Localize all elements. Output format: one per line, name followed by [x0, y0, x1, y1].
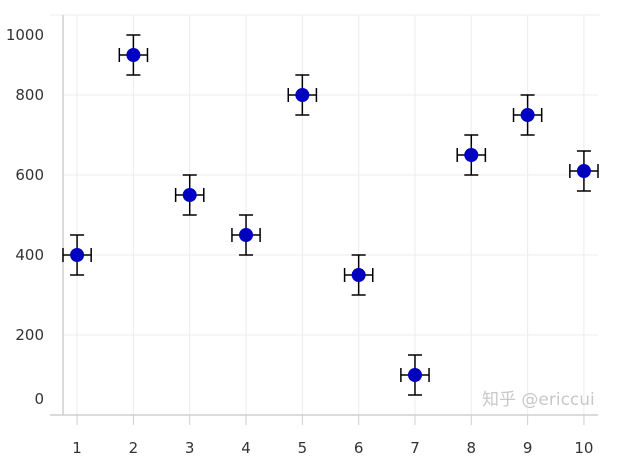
tick-labels: 1 2 3 4 5 6 7 8 9 10 0 200 400 600 800 1000: [6, 26, 594, 457]
data-point: [239, 228, 254, 242]
x-tick-label: 6: [354, 439, 364, 457]
x-tick-label: 9: [523, 439, 533, 457]
data-point: [182, 188, 197, 202]
x-tick-label: 1: [72, 439, 82, 457]
data-point: [520, 108, 535, 122]
x-tick-label: 2: [129, 439, 139, 457]
data-point: [70, 248, 85, 262]
y-tick-label: 400: [15, 246, 44, 264]
y-tick-label: 200: [15, 326, 44, 344]
grid: [50, 14, 600, 415]
y-tick-label: 800: [15, 86, 44, 104]
data-point: [126, 48, 141, 62]
y-tick-label: 1000: [6, 26, 44, 44]
data-point: [407, 368, 422, 382]
x-tick-label: 7: [410, 439, 420, 457]
axes: [50, 15, 598, 425]
y-tick-label: 0: [34, 390, 44, 408]
data-point: [576, 164, 591, 178]
x-tick-label: 5: [298, 439, 308, 457]
y-tick-label: 600: [15, 166, 44, 184]
x-tick-label: 4: [241, 439, 251, 457]
data-point: [351, 268, 366, 282]
x-tick-label: 10: [574, 439, 593, 457]
watermark: 知乎 @ericcui: [482, 390, 595, 410]
data-point: [464, 148, 479, 162]
data-point: [295, 88, 310, 102]
data-points: [62, 34, 599, 396]
x-tick-label: 3: [185, 439, 195, 457]
x-tick-label: 8: [467, 439, 477, 457]
